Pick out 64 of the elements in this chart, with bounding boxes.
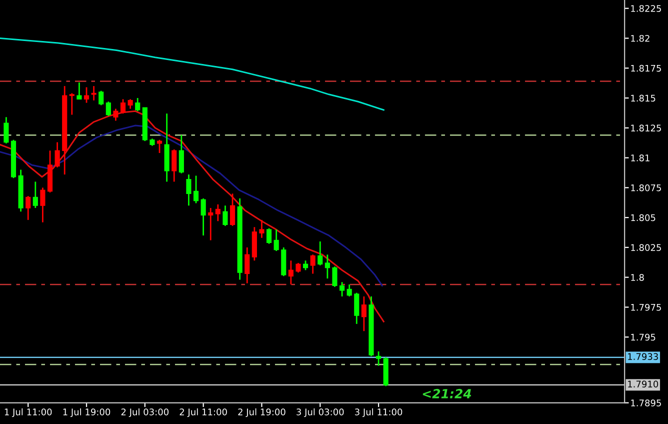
y-tick-label: 1.8225 xyxy=(631,5,661,12)
candlestick xyxy=(113,108,118,122)
candlestick xyxy=(120,98,126,114)
candlestick xyxy=(4,116,9,144)
candlestick xyxy=(128,98,133,110)
candlestick xyxy=(172,148,177,182)
candlestick xyxy=(259,219,264,239)
candlestick xyxy=(266,228,272,245)
candlestick xyxy=(244,246,250,284)
x-tick-label: 2 Jul 11:00 xyxy=(180,408,227,418)
candlestick xyxy=(106,100,111,117)
candlestick xyxy=(200,198,206,236)
candlestick xyxy=(84,86,90,104)
candlestick xyxy=(186,174,192,206)
candlestick xyxy=(69,92,74,116)
y-tick-label: 1.8175 xyxy=(631,64,661,72)
candlestick xyxy=(193,175,199,204)
candlestick xyxy=(32,180,38,209)
candlestick xyxy=(354,292,360,325)
annotation: <21:24 xyxy=(422,388,472,398)
candlestick xyxy=(274,228,279,252)
candlestick xyxy=(76,82,82,100)
x-tick-label: 2 Jul 03:00 xyxy=(121,408,169,418)
candlestick xyxy=(296,262,301,274)
y-tick-label: 1.805 xyxy=(631,214,656,222)
y-tick-label: 1.8125 xyxy=(631,124,661,132)
candlestick xyxy=(302,260,308,271)
candlestick xyxy=(91,85,96,102)
ref-line-label: 1.7910 xyxy=(628,380,658,388)
x-tick-label: 2 Jul 19:00 xyxy=(238,408,286,418)
ref-line-label: 1.7933 xyxy=(628,353,658,360)
candlestick xyxy=(156,139,162,154)
candlestick xyxy=(318,240,323,266)
candlestick xyxy=(222,204,228,227)
y-tick-label: 1.81 xyxy=(631,154,650,162)
candlestick xyxy=(26,195,31,221)
candlestick xyxy=(230,192,236,227)
y-tick-label: 1.8 xyxy=(631,274,644,281)
candlestick xyxy=(54,142,60,168)
candlestick xyxy=(288,260,294,286)
candlestick xyxy=(40,186,46,224)
y-tick-label: 1.815 xyxy=(631,94,656,102)
y-tick-label: 1.8025 xyxy=(631,244,661,251)
y-tick-label: 1.82 xyxy=(631,34,650,42)
candlestick xyxy=(215,204,220,222)
x-tick-label: 3 Jul 11:00 xyxy=(355,408,402,418)
candlestick xyxy=(361,296,366,332)
candlestick xyxy=(135,97,140,112)
candlestick xyxy=(98,90,104,106)
y-tick-label: 1.7895 xyxy=(631,400,661,406)
candlestick xyxy=(310,254,316,274)
candlestick xyxy=(376,350,382,366)
candlestick xyxy=(346,284,352,298)
y-tick-label: 1.7975 xyxy=(631,304,661,311)
candlestick xyxy=(324,254,330,280)
candlestick xyxy=(178,134,184,174)
candlestick xyxy=(332,266,338,288)
x-tick-label: 3 Jul 03:00 xyxy=(296,408,344,418)
y-tick-label: 1.795 xyxy=(631,334,656,341)
x-tick-label: 1 Jul 11:00 xyxy=(4,408,52,418)
candlestick xyxy=(208,207,214,241)
candlestick xyxy=(340,281,345,298)
y-tick-label: 1.8075 xyxy=(631,184,661,192)
x-tick-label: 1 Jul 19:00 xyxy=(63,408,110,418)
